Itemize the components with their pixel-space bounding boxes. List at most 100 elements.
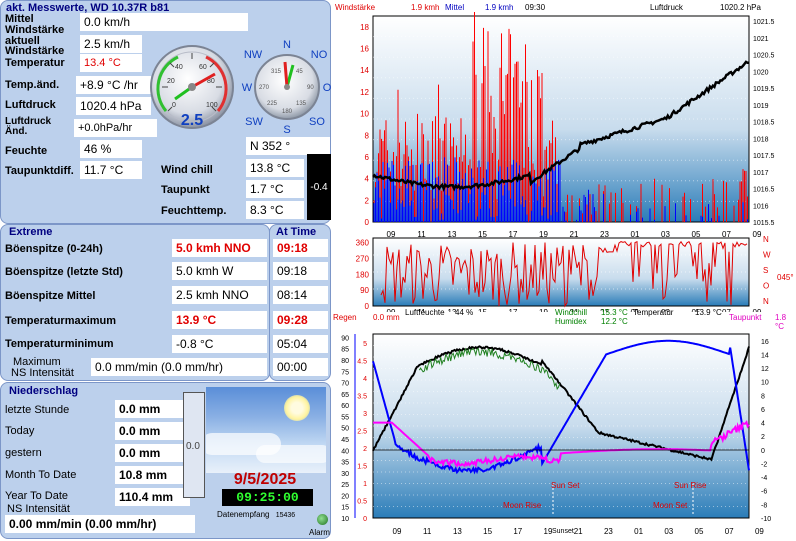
percent-tick: 20: [341, 493, 349, 500]
bottom-chart-x-axis: 09 11 13 15 17 19 21 23 01 03 05 07 09: [393, 527, 765, 536]
extreme-value-4: -0.8 °C: [172, 335, 267, 353]
wind-x-tick: 01: [631, 230, 640, 239]
ns-value-3: 10.8 mm: [115, 466, 183, 484]
wind-x-tick: 19: [539, 230, 548, 239]
compass-o: O: [323, 82, 332, 94]
direction-x-tick: 15: [478, 308, 487, 312]
wind-left-tick: 12: [360, 88, 369, 97]
direction-chart-left-axis: 0 90 180 270 360: [356, 239, 370, 311]
bottom-x-tick: 03: [664, 527, 673, 536]
percent-tick: 65: [341, 392, 349, 399]
gauge-needle: [191, 72, 216, 89]
time-display: 09:25:00: [222, 489, 313, 506]
mm-tick: 3: [363, 411, 367, 418]
luftdruck-aend-label: Luftdruck Änd.: [5, 117, 75, 137]
compass-w: W: [242, 82, 253, 94]
luftdruck-aend-text: Luftdruck Änd.: [5, 116, 52, 137]
ns-label-0: letzte Stunde: [5, 404, 70, 416]
temp-right-tick: 0: [761, 448, 765, 455]
extreme-time-3: 09:28: [273, 311, 328, 329]
wind-chart-mittel-label: Mittel: [445, 3, 465, 12]
temp-right-tick: 10: [761, 380, 769, 387]
current-title: akt. Messwerte, WD 10.37R b81: [6, 2, 170, 14]
windchill-label: Wind chill: [161, 164, 213, 176]
wind-x-tick: 21: [570, 230, 579, 239]
wind-left-tick: 16: [360, 45, 369, 54]
direction-right-label: N: [763, 235, 769, 244]
temperature-humidity-chart: Sun Set Sun Rise Moon Rise Moon Set Suns…: [341, 333, 771, 536]
wind-left-tick: 18: [360, 23, 369, 32]
temp-right-tick: 4: [761, 421, 765, 428]
wind-x-tick: 11: [417, 230, 426, 239]
bottom-x-tick: 21: [574, 527, 583, 536]
compass-n: N: [283, 39, 291, 51]
wind-speed-gauge: 0 20 40 60 80 100 2.5: [150, 45, 234, 129]
rain-bar-value: 0.0: [186, 441, 200, 452]
wind-left-tick: 2: [365, 196, 370, 205]
ns-value-4: 110.4 mm: [115, 488, 190, 506]
extreme-title: Extreme: [9, 226, 53, 238]
current-panel: akt. Messwerte, WD 10.37R b81 Mittel Win…: [0, 0, 332, 224]
datenempfang-value: 15436: [275, 512, 296, 519]
bottom-x-tick: 07: [725, 527, 734, 536]
windstaerke-label: Windstärke: [5, 45, 65, 57]
wind-x-tick: 15: [478, 230, 487, 239]
percent-tick: 25: [341, 482, 349, 489]
wind-left-tick: 6: [365, 153, 370, 162]
temp-aend-label: Temp.änd.: [5, 79, 60, 91]
extreme-value-3: 13.9 °C: [172, 311, 267, 329]
pressure-right-tick: 1018.5: [753, 120, 775, 127]
direction-left-tick: 0: [365, 302, 370, 311]
windstaerke-aktuell-label: Windstärke aktuell: [5, 25, 75, 47]
gauge-tick-40: 40: [175, 64, 183, 71]
wind-left-tick: 14: [360, 66, 369, 75]
bottom-x-tick: 19: [544, 527, 553, 536]
windchill-series: [418, 347, 561, 391]
ns-label-2: gestern: [5, 447, 42, 459]
alarm-indicator-icon[interactable]: [317, 514, 328, 525]
bottom-x-tick: 09: [393, 527, 402, 536]
pressure-right-tick: 1017: [753, 170, 769, 177]
pressure-right-tick: 1021: [753, 36, 769, 43]
mm-tick: 2.5: [357, 428, 367, 435]
temp-right-tick: 12: [761, 366, 769, 373]
bottom-x-tick: 09: [755, 527, 764, 536]
extreme-label-4: Temperaturminimum: [5, 338, 114, 350]
extreme-value-5: 0.0 mm/min (0.0 mm/hr): [91, 358, 267, 376]
gauge-value: 2.5: [181, 112, 203, 129]
bottom-humidex-label: Humidex: [555, 317, 587, 326]
gauge-tick-20: 20: [167, 78, 175, 85]
dewpoint-series: [373, 420, 750, 469]
temperatur-value: 13.4 °C: [80, 54, 142, 72]
wind-x-tick: 17: [509, 230, 518, 239]
wind-x-tick: 03: [661, 230, 670, 239]
wind-x-tick: 13: [448, 230, 457, 239]
mm-tick: 0: [363, 516, 367, 523]
mm-tick: 2: [363, 446, 367, 453]
temp-right-tick: -8: [761, 502, 767, 509]
direction-x-tick: 23: [600, 308, 609, 312]
extreme-label-0: Böenspitze (0-24h): [5, 243, 103, 255]
gauge-tick-100: 100: [206, 102, 218, 109]
direction-x-tick: 05: [692, 308, 701, 312]
compass-tick-90: 90: [307, 85, 314, 91]
percent-tick: 15: [341, 505, 349, 512]
wind-chart-luftdruck-label: Luftdruck: [650, 3, 683, 12]
pressure-right-tick: 1015.5: [753, 220, 775, 227]
direction-left-tick: 90: [360, 286, 369, 295]
mm-tick: 3.5: [357, 393, 367, 400]
bottom-taupunkt-label: Taupunkt: [729, 313, 762, 322]
at-time-panel: At Time 09:18 09:18 08:14 09:28 05:04 00…: [269, 224, 331, 381]
bottom-chart-left-axis-percent: 10 15 20 25 30 35 40 45 50 55 60 65 70 75 80 85 90: [341, 335, 349, 523]
wind-x-tick: 09: [387, 230, 396, 239]
percent-tick: 40: [341, 448, 349, 455]
pressure-right-tick: 1020.5: [753, 53, 775, 60]
mm-tick: 4.5: [357, 358, 367, 365]
wind-chart-time: 09:30: [525, 3, 546, 12]
percent-tick: 85: [341, 347, 349, 354]
percent-tick: 30: [341, 471, 349, 478]
sun-moon-markers: Sun Set Sun Rise Moon Rise Moon Set Suns…: [503, 481, 707, 535]
mm-tick: 1.5: [357, 463, 367, 470]
direction-x-tick: 17: [509, 308, 518, 312]
sun-rise-label: Sun Rise: [674, 481, 707, 490]
